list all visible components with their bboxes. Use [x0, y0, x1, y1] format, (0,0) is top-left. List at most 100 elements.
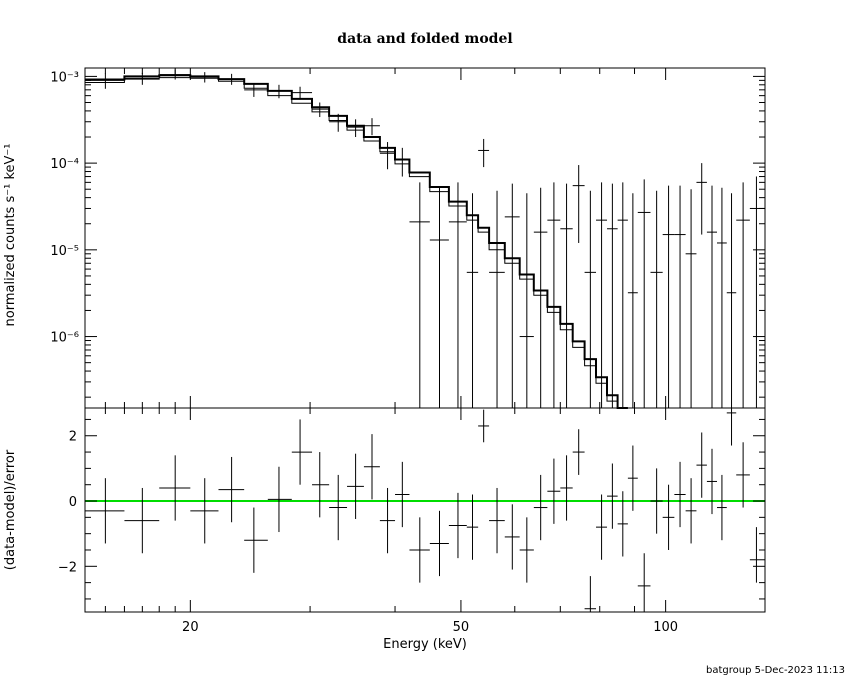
data-point [347, 119, 364, 138]
data-point [291, 86, 313, 100]
top-y-ticks: 10⁻⁶ 10⁻⁵ 10⁻⁴ 10⁻³ [50, 70, 765, 398]
residual-point [190, 478, 219, 544]
x-axis-label: Energy (keV) [383, 637, 467, 652]
residual-point [685, 478, 697, 544]
data-point [706, 185, 718, 408]
data-point [547, 182, 561, 408]
data-point [478, 138, 490, 168]
data-point [466, 193, 479, 408]
data-point [662, 185, 675, 408]
bottom-y-ticks: −2 0 2 [58, 418, 765, 600]
residual-point [466, 494, 479, 560]
x-tick-label: 20 [182, 620, 199, 635]
model-step-thin [85, 77, 628, 409]
residual-point [85, 478, 125, 544]
bottom-y-axis-label: (data-model)/error [3, 449, 18, 570]
residual-point [674, 461, 686, 528]
residual-point [572, 429, 585, 475]
data-point [409, 182, 430, 408]
residual-point [329, 474, 348, 541]
data-point [607, 183, 618, 408]
data-point [244, 83, 268, 97]
residual-point [560, 455, 573, 521]
y-tick-label: 10⁻⁴ [50, 157, 79, 172]
top-x-ticks [104, 68, 667, 408]
data-point [685, 189, 697, 408]
residual-point [478, 409, 490, 443]
residual-point [218, 456, 245, 523]
y-tick-label: 10⁻⁵ [50, 244, 79, 259]
footer-stamp: batgroup 5-Dec-2023 11:13 [706, 665, 845, 676]
data-point [572, 165, 585, 243]
residual-point [312, 452, 330, 518]
residual-point [607, 463, 618, 529]
data-point [627, 193, 638, 408]
residual-point [504, 504, 520, 570]
residual-point [696, 432, 707, 498]
residual-point [706, 448, 718, 515]
data-point [429, 187, 449, 408]
residual-point [533, 474, 548, 541]
residual-point [547, 458, 561, 524]
residual-point [489, 487, 505, 554]
residual-point [159, 455, 191, 521]
data-point [717, 187, 727, 408]
chart-title: data and folded model [337, 31, 512, 47]
residual-point [448, 492, 467, 559]
residual-point [726, 408, 737, 446]
residual-point [596, 494, 608, 560]
residual-point [650, 468, 663, 534]
data-point [617, 182, 628, 408]
x-tick-label: 50 [453, 620, 470, 635]
bottom-x-ticks: 20 50 100 [104, 408, 678, 635]
data-point [448, 182, 467, 408]
bottom-frame [84, 407, 766, 613]
data-point [312, 102, 330, 118]
data-point [519, 193, 534, 408]
residual-point [617, 491, 628, 557]
residual-point [584, 576, 597, 612]
residual-point [291, 419, 313, 485]
residual-point [267, 466, 292, 533]
residual-point [363, 434, 380, 500]
residual-point [637, 553, 651, 612]
top-model-steps [85, 74, 628, 409]
data-point [504, 183, 520, 408]
residual-points [85, 408, 765, 612]
res-y-tick-label: 0 [69, 495, 77, 510]
residual-point [736, 442, 750, 508]
data-point [489, 190, 505, 408]
data-point [736, 182, 750, 408]
residual-point [124, 487, 160, 554]
residual-point [662, 484, 675, 550]
bottom-panel: −2 0 2 20 50 100 (data-model)/error Energy (… [3, 407, 766, 652]
residual-point [519, 517, 534, 583]
residual-point [409, 517, 430, 583]
residual-point [627, 445, 638, 511]
top-panel: 10⁻⁶ 10⁻⁵ 10⁻⁴ 10⁻³ normalized counts s⁻¹ k… [3, 67, 766, 409]
res-y-tick-label: 2 [69, 430, 77, 445]
x-tick-label: 100 [653, 620, 678, 635]
data-point [726, 193, 737, 408]
residual-point [395, 461, 410, 528]
residual-point [717, 474, 727, 541]
data-point [596, 182, 608, 408]
top-y-axis-label: normalized counts s⁻¹ keV⁻¹ [3, 144, 18, 327]
data-point [560, 183, 573, 408]
data-point [674, 185, 686, 408]
y-tick-label: 10⁻⁶ [50, 331, 79, 346]
residual-point [244, 507, 268, 573]
res-y-tick-label: −2 [58, 560, 77, 575]
data-point [696, 163, 707, 235]
data-point [650, 190, 663, 408]
residual-point [347, 453, 364, 519]
data-point [363, 118, 380, 136]
residual-point [429, 510, 449, 577]
y-tick-label: 10⁻³ [50, 70, 79, 85]
data-point [637, 179, 651, 408]
data-point [584, 190, 597, 408]
data-point [533, 187, 548, 408]
data-point [379, 142, 396, 170]
